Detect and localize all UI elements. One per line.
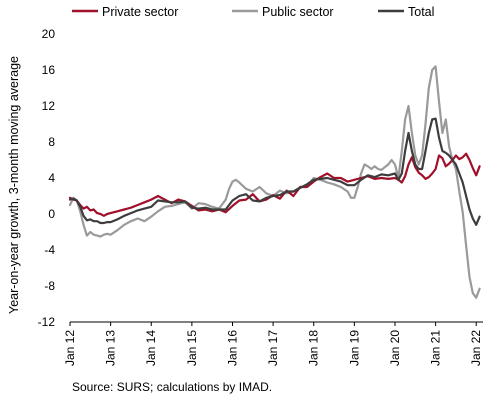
y-tick-label: 8 [48, 135, 55, 149]
x-tick-label: Jan 22 [469, 330, 483, 366]
series-line-public-sector [68, 65, 481, 299]
y-axis: 20 16 12 8 4 0 -4 -8 -12 [38, 27, 56, 329]
y-tick-label: -4 [44, 243, 55, 257]
legend-label: Private sector [102, 5, 178, 19]
legend: Private sector Public sector Total [72, 5, 434, 19]
y-tick-label: 4 [48, 171, 55, 185]
y-tick-label: -12 [38, 315, 56, 329]
x-axis: Jan 12 Jan 13 Jan 14 Jan 15 Jan 16 Jan 17 Jan … [63, 321, 483, 366]
x-tick-label: Jan 20 [388, 330, 402, 366]
x-tick-label: Jan 16 [225, 330, 239, 366]
plot-area [68, 65, 481, 299]
x-tick-label: Jan 12 [63, 330, 77, 366]
y-axis-label: Year-on-year growth, 3-month moving aver… [7, 56, 21, 314]
source-note: Source: SURS; calculations by IMAD. [72, 380, 272, 394]
x-tick-label: Jan 15 [185, 330, 199, 366]
x-tick-label: Jan 14 [144, 330, 158, 366]
y-tick-label: 12 [42, 99, 56, 113]
x-tick-label: Jan 21 [429, 330, 443, 366]
legend-label: Total [408, 5, 434, 19]
x-tick-label: Jan 18 [307, 330, 321, 366]
y-tick-label: -8 [44, 279, 55, 293]
x-tick-label: Jan 19 [347, 330, 361, 366]
x-tick-label: Jan 13 [104, 330, 118, 366]
series-line-private-sector [68, 152, 481, 217]
legend-label: Public sector [262, 5, 334, 19]
y-tick-label: 0 [48, 207, 55, 221]
y-tick-label: 16 [42, 63, 56, 77]
series-line-total [68, 117, 481, 226]
x-tick-label: Jan 17 [266, 330, 280, 366]
y-tick-label: 20 [42, 27, 56, 41]
